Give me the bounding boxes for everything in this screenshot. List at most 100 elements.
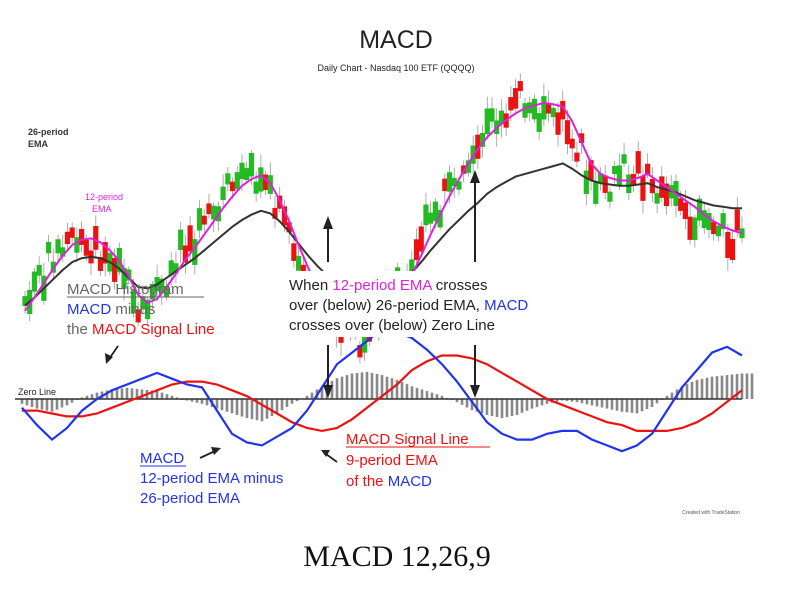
candle-body	[489, 108, 495, 122]
candle-body	[262, 174, 269, 191]
candle-body	[60, 247, 66, 257]
candle-body	[479, 132, 486, 147]
candle-body	[234, 172, 240, 190]
candle-body	[229, 181, 236, 192]
candle-body	[531, 98, 538, 120]
histogram-bar	[30, 399, 34, 407]
candle-body	[739, 228, 745, 239]
candle-body	[560, 100, 566, 120]
candle-body	[564, 120, 571, 145]
chart-credit: Created with TradeStation	[682, 510, 740, 516]
candle-body	[593, 180, 599, 204]
histogram-annotation-line2: MACD minus	[67, 301, 155, 318]
histogram-bar	[85, 395, 89, 399]
candle-body	[272, 207, 278, 219]
candle-body	[597, 173, 604, 184]
candle-body	[715, 225, 722, 237]
histogram-annotation-line3: the MACD Signal Line	[67, 321, 215, 338]
candle-body	[729, 239, 736, 260]
histogram-bar	[750, 373, 754, 399]
histogram-bar	[355, 372, 359, 399]
candle-body	[550, 108, 556, 118]
candle-body	[536, 113, 542, 132]
candle-body	[286, 222, 292, 233]
candle-body	[663, 183, 670, 207]
histogram-bar	[535, 399, 539, 407]
candle-body	[621, 154, 627, 164]
histogram-bar	[70, 399, 74, 403]
candle-body	[517, 81, 523, 92]
histogram-bar	[430, 392, 434, 399]
candle-body	[135, 309, 141, 323]
candle-body	[583, 170, 589, 195]
histogram-bar	[365, 371, 369, 399]
candle-body	[69, 227, 75, 238]
histogram-bar	[425, 391, 429, 399]
histogram-bar	[45, 399, 49, 411]
candle-body	[442, 178, 448, 192]
candle-body	[211, 205, 217, 220]
histogram-bar	[370, 372, 374, 399]
histogram-bar	[220, 399, 224, 411]
histogram-bar	[665, 395, 669, 399]
histogram-bar	[40, 399, 44, 410]
histogram-bar	[435, 394, 439, 399]
histogram-bar	[160, 392, 164, 399]
histogram-bar	[335, 378, 339, 399]
histogram-bar	[465, 399, 469, 408]
histogram-bar	[285, 399, 289, 407]
chart-caption: MACD 12,26,9	[303, 540, 491, 573]
candle-body	[163, 286, 170, 298]
candle-body	[607, 191, 613, 202]
histogram-bar	[735, 374, 739, 399]
signal-annotation-arrow	[321, 450, 338, 463]
candle-body	[418, 226, 424, 252]
histogram-bar	[320, 386, 324, 399]
histogram-bar	[410, 386, 414, 399]
histogram-bar	[645, 399, 649, 410]
candle-body	[225, 173, 231, 185]
histogram-bar	[650, 399, 654, 407]
histogram-bar	[690, 381, 694, 399]
histogram-bar	[230, 399, 234, 414]
candle-body	[220, 186, 226, 201]
candle-body	[192, 239, 198, 265]
histogram-bar	[310, 392, 314, 399]
histogram-bar	[740, 373, 744, 399]
histogram-bar	[455, 399, 459, 403]
candle-body	[244, 168, 250, 181]
histogram-bar	[225, 399, 229, 412]
histogram-bar	[95, 392, 99, 399]
histogram-annotation-title: MACD Histogram	[67, 281, 184, 298]
histogram-bar	[505, 399, 509, 418]
histogram-bar	[60, 399, 64, 408]
histogram-bar	[490, 399, 494, 417]
histogram-bar	[520, 399, 524, 413]
histogram-bar	[525, 399, 529, 411]
candle-body	[79, 228, 85, 245]
histogram-bar	[375, 374, 379, 399]
chart-subtitle: Daily Chart - Nasdaq 100 ETF (QQQQ)	[317, 63, 474, 73]
zero-line-label: Zero Line	[18, 387, 56, 397]
histogram-bar	[570, 399, 574, 402]
histogram-bar	[590, 399, 594, 406]
histogram-bar	[575, 399, 579, 403]
candle-body	[555, 112, 561, 135]
candle-body	[93, 226, 99, 250]
histogram-bar	[400, 381, 404, 399]
candle-body	[692, 217, 698, 241]
candle-body	[413, 239, 420, 261]
histogram-bar	[700, 378, 704, 399]
histogram-annotation-arrow	[105, 345, 119, 364]
candle-body	[121, 268, 127, 289]
histogram-bar	[555, 399, 559, 402]
candle-body	[248, 152, 255, 177]
histogram-bar	[240, 399, 244, 417]
signal-line	[22, 354, 743, 433]
candle-body	[626, 174, 632, 194]
histogram-bar	[235, 399, 239, 415]
histogram-bar	[470, 399, 474, 411]
histogram-bar	[620, 399, 624, 412]
candle-body	[645, 163, 651, 176]
crossover-annotation-line1: When 12-period EMA crosses	[289, 277, 487, 294]
